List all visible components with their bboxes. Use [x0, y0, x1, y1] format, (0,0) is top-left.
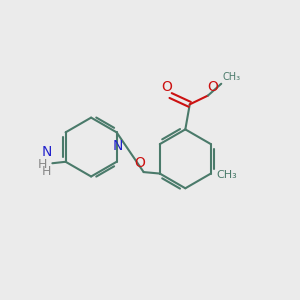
- Text: CH₃: CH₃: [216, 170, 237, 180]
- Text: O: O: [161, 80, 172, 94]
- Text: O: O: [207, 80, 218, 94]
- Text: CH₃: CH₃: [223, 72, 241, 82]
- Text: O: O: [135, 156, 146, 170]
- Text: H: H: [42, 165, 51, 178]
- Text: N: N: [113, 139, 123, 153]
- Text: H: H: [38, 158, 47, 171]
- Text: N: N: [41, 146, 52, 159]
